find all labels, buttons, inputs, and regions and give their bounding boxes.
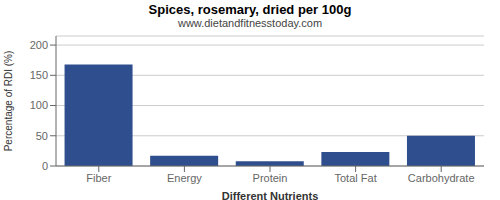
svg-text:Different Nutrients: Different Nutrients xyxy=(222,190,319,200)
svg-text:200: 200 xyxy=(30,39,48,51)
svg-text:50: 50 xyxy=(36,130,48,142)
svg-text:150: 150 xyxy=(30,69,48,81)
html-text:www.dietandfitnesstoday.com: www.dietandfitnesstoday.com xyxy=(178,17,322,29)
svg-text:Protein: Protein xyxy=(253,172,288,184)
svg-text:Total Fat: Total Fat xyxy=(335,172,377,184)
svg-text:Fiber: Fiber xyxy=(86,172,111,184)
svg-text:Energy: Energy xyxy=(167,172,202,184)
svg-text:100: 100 xyxy=(30,99,48,111)
svg-text:0: 0 xyxy=(42,160,48,172)
svg-text:Carbohydrate: Carbohydrate xyxy=(408,172,475,184)
html-text:Spices, rosemary, dried per 10: Spices, rosemary, dried per 100g xyxy=(148,2,352,17)
svg-text:Percentage of RDI (%): Percentage of RDI (%) xyxy=(3,51,14,152)
